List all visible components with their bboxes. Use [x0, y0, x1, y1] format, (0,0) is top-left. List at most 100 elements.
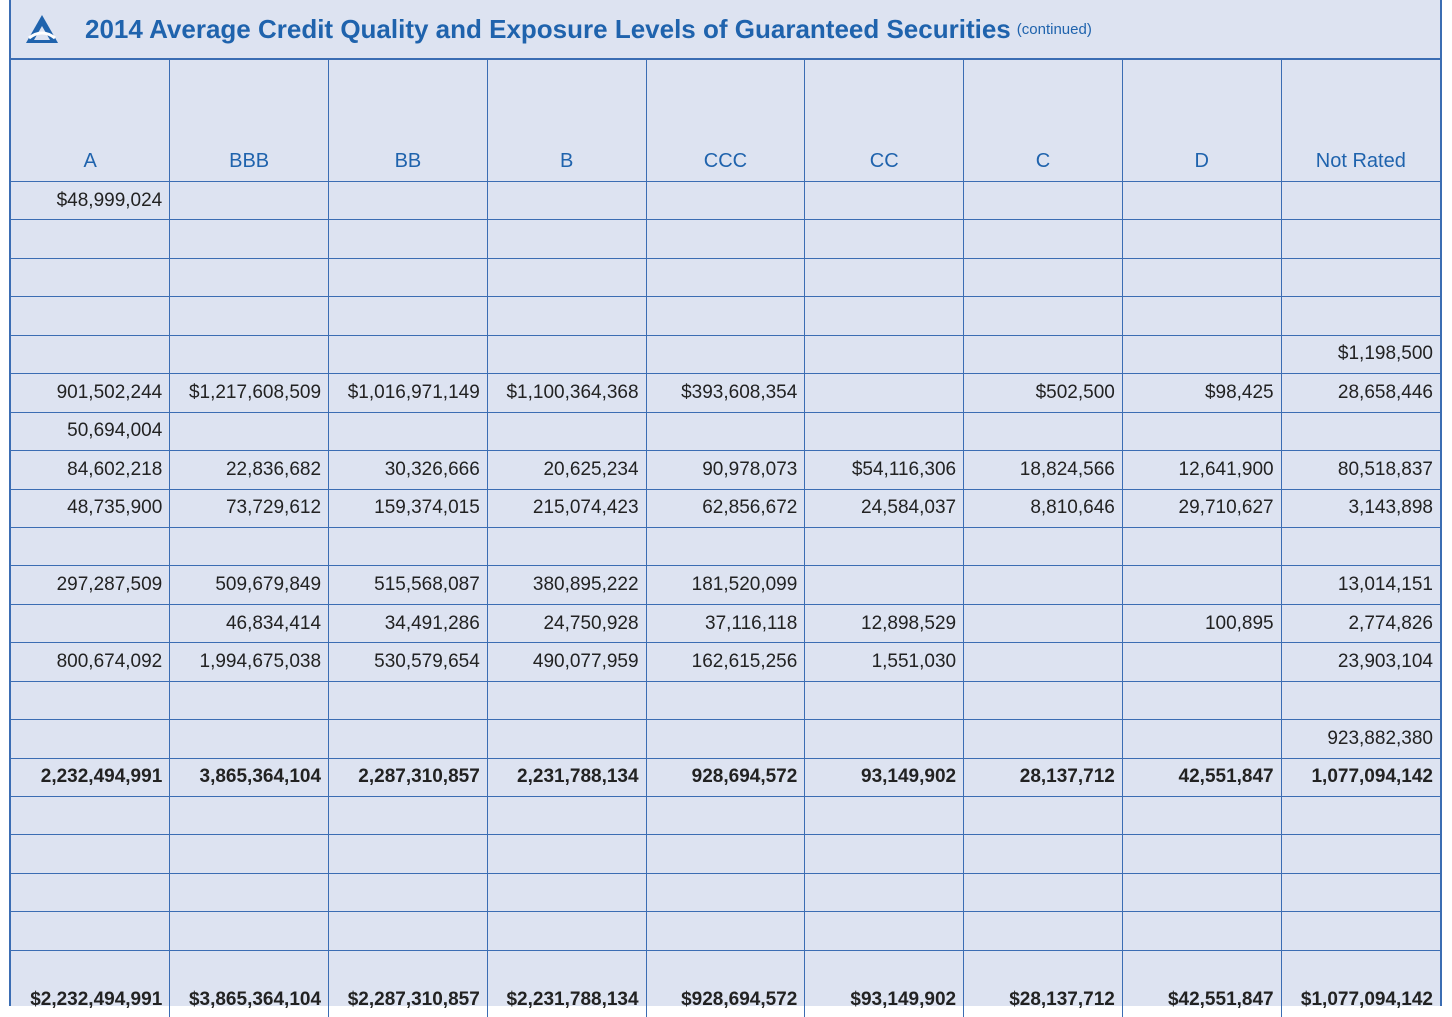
table-cell: [486, 411, 647, 452]
table-cell: 90,978,073: [645, 450, 806, 490]
table-cell: [645, 719, 806, 759]
table-cell: $2,287,310,857: [328, 949, 488, 1017]
table-cell: [169, 872, 330, 913]
table-cell: [486, 834, 647, 874]
table-cell: [328, 872, 488, 913]
table-cell: [486, 257, 647, 298]
table-cell: [11, 257, 171, 298]
table-cell: [1121, 257, 1282, 298]
table-cell: [1121, 526, 1282, 567]
table-cell: [328, 795, 488, 836]
table-row: 50,694,004: [11, 411, 1440, 452]
table-cell: [328, 911, 488, 951]
table-cell: 28,658,446: [1280, 373, 1440, 413]
table-cell: 100,895: [1121, 603, 1282, 644]
table-cell: [328, 680, 488, 721]
table-row: [11, 680, 1440, 721]
table-cell: $28,137,712: [963, 949, 1123, 1017]
table-row: [11, 296, 1440, 336]
column-header: Not Rated: [1280, 60, 1440, 182]
table-cell: [486, 180, 647, 221]
table-cell: [804, 411, 965, 452]
table-cell: [963, 719, 1123, 759]
table-cell: 42,551,847: [1121, 757, 1282, 798]
table-cell: 12,898,529: [804, 603, 965, 644]
table-cell: [11, 334, 171, 375]
table-cell: [486, 911, 647, 951]
table-cell: $1,198,500: [1280, 334, 1440, 375]
table-cell: [11, 911, 171, 951]
table-cell: [645, 257, 806, 298]
table-cell: $1,077,094,142: [1280, 949, 1440, 1017]
column-header: CC: [804, 60, 965, 182]
table: A BBB BB B CCC CC C D Not Rated $48,999,024 $1,19…: [11, 60, 1440, 1017]
title: 2014 Average Credit Quality and Exposure…: [85, 13, 1011, 44]
table-cell: [1121, 565, 1282, 605]
table-cell: [1121, 680, 1282, 721]
table-cell: [169, 180, 330, 221]
table-cell: [11, 834, 171, 874]
table-cell: [1121, 795, 1282, 836]
table-row: [11, 795, 1440, 836]
table-cell: 509,679,849: [169, 565, 330, 605]
table-cell: [645, 834, 806, 874]
table-row: [11, 219, 1440, 259]
table-cell: [1280, 411, 1440, 452]
table-cell: [963, 565, 1123, 605]
table-cell: 12,641,900: [1121, 450, 1282, 490]
table-cell: 34,491,286: [328, 603, 488, 644]
table-cell: 181,520,099: [645, 565, 806, 605]
table-cell: $98,425: [1121, 373, 1282, 413]
table-cell: [645, 680, 806, 721]
table-cell: 297,287,509: [11, 565, 171, 605]
table-row: 901,502,244 $1,217,608,509 $1,016,971,149 $…: [11, 373, 1440, 413]
table-body: $48,999,024 $1,198,500 901,502,244 $1,217,6…: [11, 180, 1440, 1017]
table-row: 48,735,900 73,729,612 159,374,015 215,074,4…: [11, 488, 1440, 528]
table-cell: 23,903,104: [1280, 642, 1440, 682]
table-row: 297,287,509 509,679,849 515,568,087 380,895…: [11, 565, 1440, 605]
table-cell: [1121, 180, 1282, 221]
table-cell: [11, 219, 171, 259]
table-cell: [645, 526, 806, 567]
table-cell: [645, 334, 806, 375]
table-cell: [328, 180, 488, 221]
table-row: 84,602,218 22,836,682 30,326,666 20,625,234…: [11, 450, 1440, 490]
table-cell: [1121, 642, 1282, 682]
table-row: [11, 526, 1440, 567]
table-cell: 3,143,898: [1280, 488, 1440, 528]
table-cell: [645, 219, 806, 259]
column-header: CCC: [645, 60, 806, 182]
table-cell: 2,232,494,991: [11, 757, 171, 798]
table-row: 46,834,414 34,491,286 24,750,928 37,116,118…: [11, 603, 1440, 644]
table-cell: 20,625,234: [486, 450, 647, 490]
table-cell: [804, 180, 965, 221]
table-cell: 800,674,092: [11, 642, 171, 682]
table-cell: [328, 219, 488, 259]
table-cell: 159,374,015: [328, 488, 488, 528]
table-cell: [1280, 872, 1440, 913]
table-cell: [1280, 180, 1440, 221]
table-cell: [645, 872, 806, 913]
table-cell: [804, 219, 965, 259]
table-cell: 50,694,004: [11, 411, 171, 452]
table-cell: [1280, 795, 1440, 836]
table-cell: [1121, 219, 1282, 259]
table-cell: 1,077,094,142: [1280, 757, 1440, 798]
table-row: 923,882,380: [11, 719, 1440, 759]
table-cell: [963, 296, 1123, 336]
table-cell: $2,231,788,134: [486, 949, 647, 1017]
table-cell: [645, 411, 806, 452]
table-cell: [169, 911, 330, 951]
table-cell: 515,568,087: [328, 565, 488, 605]
table-cell: 2,774,826: [1280, 603, 1440, 644]
table-cell: [1121, 411, 1282, 452]
table-cell: 3,865,364,104: [169, 757, 330, 798]
table-cell: $3,865,364,104: [169, 949, 330, 1017]
table-cell: [1121, 719, 1282, 759]
table-row: [11, 872, 1440, 913]
column-header: BBB: [169, 60, 330, 182]
table-cell: [1280, 911, 1440, 951]
table-cell: [804, 680, 965, 721]
column-header: A: [11, 60, 171, 182]
table-cell: [963, 680, 1123, 721]
